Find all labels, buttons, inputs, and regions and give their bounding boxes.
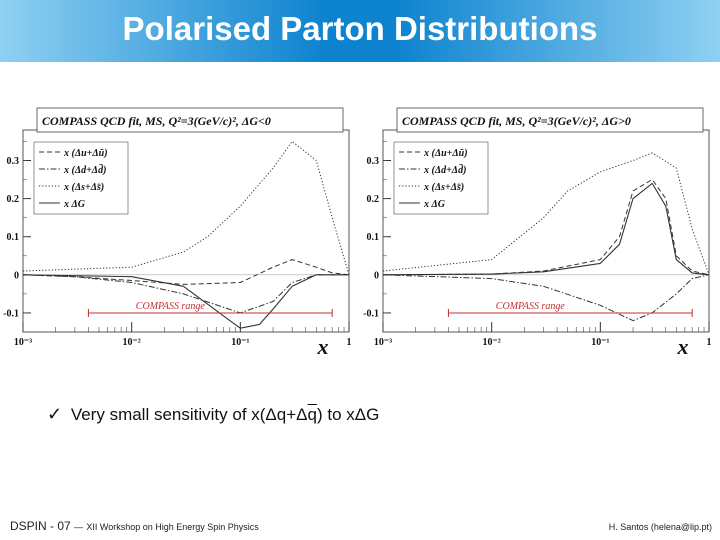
legend-label-0: x (Δu+Δū) — [423, 148, 468, 159]
legend-label-2: x (Δs+Δs̄) — [423, 182, 464, 193]
title-bar — [0, 0, 720, 62]
series-line-0 — [22, 259, 350, 285]
y-tick-label-2: 0.1 — [367, 232, 380, 243]
y-tick-label-4: 0.3 — [7, 156, 20, 167]
bullet-point: ✓ Very small sensitivity of x(Δq+Δq) to … — [47, 404, 379, 425]
x-axis-label: x — [317, 334, 329, 359]
legend-label-1: x (Δd+Δd̄) — [423, 164, 466, 176]
legend-box — [393, 141, 489, 215]
y-tick-label-0: -0.1 — [3, 308, 19, 319]
y-tick-label-2: 0.1 — [7, 232, 20, 243]
x-tick-label-2: 10⁻¹ — [591, 337, 609, 348]
legend-label-3: x ΔG — [63, 199, 86, 210]
series-line-2 — [382, 152, 710, 275]
series-line-3 — [22, 274, 349, 329]
x-tick-label-2: 10⁻¹ — [231, 337, 249, 348]
x-tick-label-0: 10⁻³ — [14, 337, 32, 348]
legend-label-1: x (Δd+Δd̄) — [63, 164, 106, 176]
y-tick-label-3: 0.2 — [367, 194, 380, 205]
chart-title: COMPASS QCD fit, MS, Q²=3(GeV/c)², ΔG>0 — [402, 114, 631, 128]
series-line-3 — [382, 182, 710, 276]
footer-conference-name: DSPIN - 07 — [10, 519, 71, 533]
y-tick-label-4: 0.3 — [367, 156, 380, 167]
checkmark-icon: ✓ — [47, 404, 63, 424]
x-tick-label-3: 1 — [347, 337, 352, 348]
y-tick-label-1: 0 — [14, 270, 19, 281]
footer-dash: — — [74, 522, 84, 532]
x-tick-label-0: 10⁻³ — [374, 337, 392, 348]
footer-conference: DSPIN - 07 — XII Workshop on High Energy… — [10, 519, 259, 533]
bullet-text-pre: Very small sensitivity of x(Δq+Δ — [70, 405, 308, 424]
footer-subtitle: XII Workshop on High Energy Spin Physics — [86, 522, 259, 532]
compass-range-label: COMPASS range — [136, 301, 206, 312]
footer-author: H. Santos (helena@lip.pt) — [608, 522, 712, 532]
chart-title-box — [36, 107, 344, 133]
x-tick-label-1: 10⁻² — [123, 337, 141, 348]
legend-label-0: x (Δu+Δū) — [63, 148, 108, 159]
x-tick-label-3: 1 — [707, 337, 712, 348]
chart-title: COMPASS QCD fit, MS, Q²=3(GeV/c)², ΔG<0 — [42, 114, 271, 128]
chart-left: -0.1 0 0.1 0.2 0.3 10⁻³ 10⁻² 10⁻¹ 1 x COMPASS rang… — [3, 107, 352, 359]
series-line-1 — [22, 274, 349, 314]
series-line-0 — [382, 179, 710, 276]
y-tick-label-3: 0.2 — [7, 194, 20, 205]
y-tick-label-1: 0 — [374, 270, 379, 281]
slide-title: Polarised Parton Distributions — [122, 10, 598, 47]
series-line-1 — [382, 274, 710, 322]
legend-label-3: x ΔG — [423, 199, 446, 210]
legend-label-2: x (Δs+Δs̄) — [63, 182, 104, 193]
y-tick-label-0: -0.1 — [363, 308, 379, 319]
chart-right: -0.1 0 0.1 0.2 0.3 10⁻³ 10⁻² 10⁻¹ 1 x COMPASS rang… — [363, 107, 712, 359]
x-axis-label: x — [677, 334, 689, 359]
legend-box — [33, 141, 129, 215]
chart-title-box — [396, 107, 704, 133]
bullet-text-qbar: q — [307, 405, 317, 424]
x-tick-label-1: 10⁻² — [483, 337, 501, 348]
bullet-text-post: ) to xΔG — [317, 405, 380, 424]
compass-range-label: COMPASS range — [496, 301, 566, 312]
